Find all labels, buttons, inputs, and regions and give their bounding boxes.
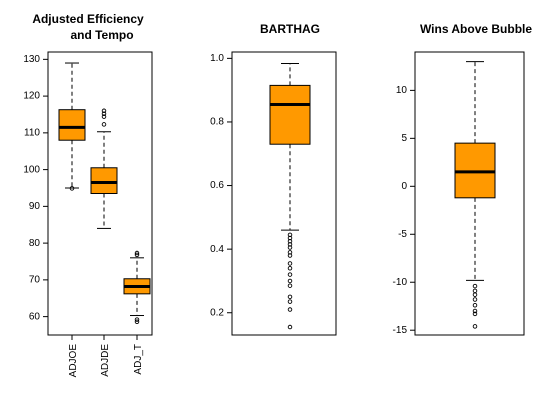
panel-wins-above-bubble: Wins Above Bubble -15 -10 -5 0 5 10 <box>393 22 533 336</box>
outlier-point <box>287 272 293 277</box>
iqr-box <box>90 167 118 194</box>
y-tick-label: 120 <box>23 91 40 102</box>
iqr-box <box>58 109 86 141</box>
plot-frame <box>414 51 525 336</box>
panel-title-line2: and Tempo <box>70 28 133 42</box>
category-label: ADJ_T <box>133 344 144 375</box>
category-label: ADJOE <box>68 344 79 378</box>
plot-area: 60 70 80 90 100 110 120 130 ADJOE ADJDE ADJ_T <box>23 51 153 378</box>
outlier-point <box>287 294 293 300</box>
panel-title: BARTHAG <box>260 22 320 36</box>
outlier-point <box>101 111 107 116</box>
y-tick-label: 0.8 <box>210 117 224 128</box>
category-label: ADJDE <box>100 344 111 377</box>
y-tick-label: -15 <box>393 325 408 336</box>
y-tick-label: 0 <box>401 181 407 192</box>
y-tick-label: 5 <box>401 133 407 144</box>
outlier-point <box>134 252 140 258</box>
outlier-point <box>472 303 478 308</box>
outlier-point <box>472 324 478 329</box>
outlier-point <box>287 232 293 238</box>
y-tick-label: 80 <box>29 238 41 249</box>
iqr-box <box>269 84 311 145</box>
outlier-point <box>472 292 478 297</box>
plot-frame <box>47 51 153 336</box>
y-tick-label: 0.4 <box>210 244 224 255</box>
outlier-point <box>472 311 478 317</box>
y-tick-label: 100 <box>23 164 40 175</box>
outlier-point <box>134 317 140 322</box>
plot-area: 0.2 0.4 0.6 0.8 1.0 <box>210 51 337 336</box>
panel-title-line1: Adjusted Efficiency <box>32 12 144 26</box>
outlier-point <box>101 114 107 119</box>
outlier-point <box>472 308 478 314</box>
outlier-point <box>69 186 75 191</box>
y-tick-label: 10 <box>396 85 408 96</box>
y-tick-label: -10 <box>393 277 408 288</box>
plot-frame <box>231 51 337 336</box>
outlier-point <box>134 250 140 256</box>
plot-area: -15 -10 -5 0 5 10 <box>393 51 525 336</box>
y-tick-label: 60 <box>29 311 41 322</box>
panel-title: Wins Above Bubble <box>420 22 532 36</box>
outlier-point <box>287 278 293 284</box>
outlier-point <box>287 324 293 330</box>
y-tick-label: 130 <box>23 54 40 65</box>
outlier-point <box>101 122 107 127</box>
outlier-point <box>472 297 478 302</box>
outlier-point <box>287 250 293 255</box>
panel-efficiency-tempo: Adjusted Efficiency and Tempo 60 70 80 90 10… <box>23 12 153 378</box>
y-tick-label: 70 <box>29 275 41 286</box>
outlier-point <box>101 108 107 114</box>
outlier-point <box>287 283 293 288</box>
outlier-point <box>287 307 293 312</box>
outlier-point <box>287 261 293 266</box>
y-tick-label: 0.6 <box>210 180 224 191</box>
outlier-point <box>472 283 478 289</box>
y-tick-label: 110 <box>24 127 40 138</box>
outlier-point <box>287 265 293 271</box>
y-tick-label: 90 <box>29 201 41 212</box>
y-tick-label: -5 <box>398 229 407 240</box>
panel-barthag: BARTHAG 0.2 0.4 0.6 0.8 1.0 <box>210 22 337 336</box>
y-tick-label: 1.0 <box>210 53 224 64</box>
y-tick-label: 0.2 <box>210 307 224 318</box>
outlier-point <box>134 319 140 325</box>
outlier-point <box>287 299 293 304</box>
